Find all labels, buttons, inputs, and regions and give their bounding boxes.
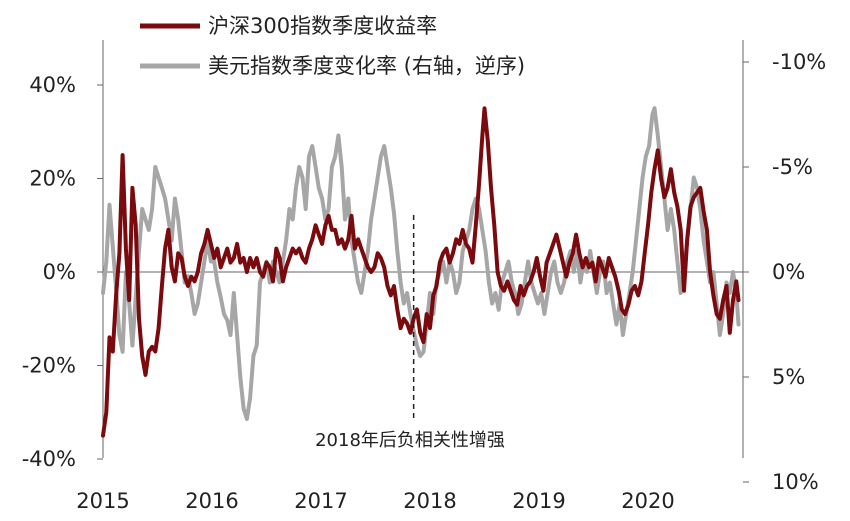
right-tick-label: 5% [772, 365, 805, 389]
series-line-usd-index [101, 106, 741, 421]
x-tick-label: 2020 [621, 489, 674, 513]
series-line-hs300 [101, 106, 741, 438]
legend-label-hs300: 沪深300指数季度收益率 [208, 14, 437, 38]
left-axis-ticks: 40% 20% 0% -20% -40% [22, 73, 103, 471]
left-tick-label: -20% [22, 354, 76, 378]
legend: 沪深300指数季度收益率 美元指数季度变化率 (右轴，逆序) [140, 14, 525, 78]
x-tick-label: 2016 [185, 489, 238, 513]
left-tick-label: 20% [29, 167, 76, 191]
x-tick-label: 2018 [403, 489, 456, 513]
left-tick-label: -40% [22, 447, 76, 471]
x-tick-label: 2017 [294, 489, 347, 513]
right-tick-label: 0% [772, 260, 805, 284]
x-tick-label: 2019 [512, 489, 565, 513]
left-tick-label: 40% [29, 73, 76, 97]
left-tick-label: 0% [43, 260, 76, 284]
x-tick-label: 2015 [76, 489, 129, 513]
x-axis-ticks: 2015 2016 2017 2018 2019 2020 [76, 489, 674, 513]
series-layer [101, 106, 741, 438]
right-axis-ticks: -10% -5% 0% 5% 10% [743, 50, 826, 494]
annotation-label: 2018年后负相关性增强 [315, 430, 505, 451]
right-tick-label: 10% [772, 470, 819, 494]
right-tick-label: -10% [772, 50, 826, 74]
legend-label-usd-index: 美元指数季度变化率 (右轴，逆序) [208, 54, 525, 78]
right-tick-label: -5% [772, 155, 813, 179]
